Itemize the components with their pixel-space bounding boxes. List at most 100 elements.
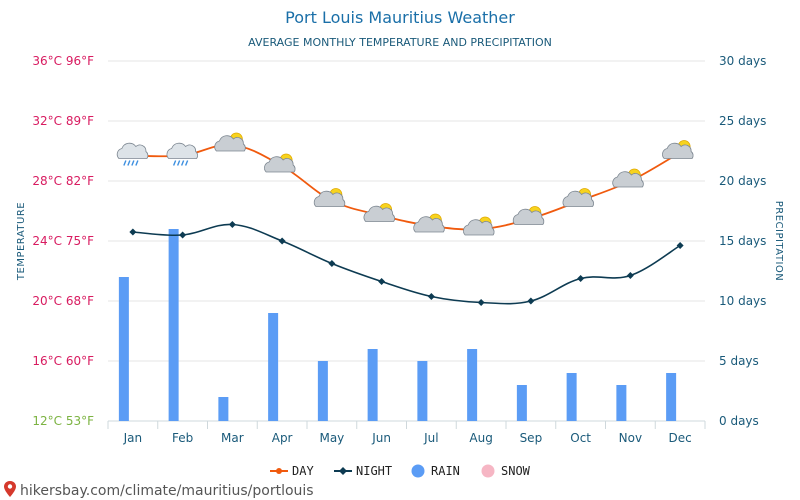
cloud-shape xyxy=(512,208,545,225)
legend-item-night[interactable]: NIGHT xyxy=(334,464,392,478)
rain-cloud-icon xyxy=(116,142,149,166)
right-tick-label: 30 days xyxy=(719,54,766,68)
sun-cloud-icon xyxy=(512,206,545,225)
rain-bar xyxy=(666,373,677,421)
right-tick-label: 25 days xyxy=(719,114,766,128)
night-point xyxy=(676,242,684,249)
footer-url[interactable]: hikersbay.com/climate/mauritius/portloui… xyxy=(20,483,314,499)
grid-lines xyxy=(108,60,705,422)
right-tick-label: 0 days xyxy=(719,414,759,428)
rain-bar xyxy=(417,361,428,421)
left-tick-label: 16°C 60°F xyxy=(32,354,94,368)
weather-icons xyxy=(116,132,694,236)
day-line xyxy=(132,143,681,231)
night-point xyxy=(278,237,286,245)
rain-cloud-icon xyxy=(166,142,199,166)
x-tick-label: Oct xyxy=(570,431,591,445)
legend-label: NIGHT xyxy=(356,464,392,478)
sun-cloud-icon xyxy=(363,203,396,222)
night-point xyxy=(477,299,485,306)
sun-cloud-icon xyxy=(214,132,246,152)
sun-cloud-icon xyxy=(562,188,595,207)
left-tick-label: 12°C 53°F xyxy=(32,414,94,428)
night-point xyxy=(228,221,236,228)
legend-label: DAY xyxy=(292,464,314,478)
night-point xyxy=(378,278,386,285)
left-tick-label: 32°C 89°F xyxy=(32,114,94,128)
rain-bar xyxy=(168,229,179,421)
rain-drop xyxy=(172,160,177,166)
x-tick-label: Mar xyxy=(221,431,244,445)
temperature-lines xyxy=(129,142,684,306)
left-tick-label: 20°C 68°F xyxy=(32,294,94,308)
x-tick-label: Apr xyxy=(272,431,293,445)
sun-cloud-icon xyxy=(463,216,495,236)
rain-bar xyxy=(118,277,129,421)
footer: hikersbay.com/climate/mauritius/portloui… xyxy=(4,481,314,499)
rain-drop xyxy=(127,160,131,166)
x-tick-label: Dec xyxy=(669,431,692,445)
legend-item-snow[interactable]: SNOW xyxy=(481,464,531,478)
rain-bar xyxy=(616,385,627,421)
night-point xyxy=(577,275,585,282)
legend: DAY NIGHT RAIN SNOW xyxy=(270,464,531,478)
right-axis-title: PRECIPITATION xyxy=(773,201,784,282)
cloud-shape xyxy=(313,190,346,207)
night-point xyxy=(328,260,336,267)
right-tick-label: 15 days xyxy=(719,234,766,248)
pin-icon xyxy=(4,481,16,497)
cloud-shape xyxy=(612,171,644,188)
x-tick-label: May xyxy=(319,431,344,445)
night-point xyxy=(427,293,435,300)
cloud-shape xyxy=(562,190,595,207)
rain-drop xyxy=(123,160,127,166)
legend-swatch-dot xyxy=(481,464,495,478)
rain-drop xyxy=(176,160,181,166)
rain-bar xyxy=(566,373,577,421)
sun-cloud-icon xyxy=(413,213,445,233)
legend-item-day[interactable]: DAY xyxy=(270,464,314,478)
chart-title: Port Louis Mauritius Weather xyxy=(285,8,515,27)
right-tick-label: 10 days xyxy=(719,294,766,308)
legend-label: RAIN xyxy=(431,464,460,478)
x-axis-ticks: Jan Feb Mar Apr May Jun Jul Aug Sep Oct Nov Dec xyxy=(107,421,706,445)
sun-cloud-icon xyxy=(612,168,644,188)
rain-bar xyxy=(367,349,378,421)
rain-drop xyxy=(184,160,189,166)
right-tick-label: 20 days xyxy=(719,174,766,188)
cloud-shape xyxy=(166,142,199,159)
cloud-shape xyxy=(413,216,445,233)
legend-item-rain[interactable]: RAIN xyxy=(411,464,460,478)
cloud-shape xyxy=(463,219,495,236)
sun-cloud-icon xyxy=(264,153,296,173)
night-line xyxy=(132,223,681,305)
cloud-shape xyxy=(116,142,149,159)
x-tick-label: Nov xyxy=(619,431,642,445)
rain-bars xyxy=(118,229,677,421)
night-point xyxy=(626,272,634,279)
left-axis-ticks: 12°C 53°F 16°C 60°F 20°C 68°F 24°C 75°F 28°C… xyxy=(32,54,94,428)
rain-bar xyxy=(317,361,328,421)
right-tick-label: 5 days xyxy=(719,354,759,368)
rain-bar xyxy=(268,313,279,421)
right-axis-ticks: 0 days 5 days 10 days 15 days 20 days 25 days… xyxy=(719,54,766,428)
x-tick-label: Jul xyxy=(423,431,438,445)
rain-bar xyxy=(467,349,478,421)
cloud-shape xyxy=(214,135,246,152)
rain-bar xyxy=(516,385,527,421)
cloud-shape xyxy=(264,156,296,173)
sun-cloud-icon xyxy=(313,188,346,207)
left-tick-label: 28°C 82°F xyxy=(32,174,94,188)
legend-swatch-marker xyxy=(339,467,347,475)
sun-cloud-icon xyxy=(662,140,694,159)
x-tick-label: Jun xyxy=(371,431,391,445)
legend-swatch-marker xyxy=(276,468,282,474)
night-point xyxy=(129,228,137,236)
left-axis-title: TEMPERATURE xyxy=(16,202,27,281)
x-tick-label: Aug xyxy=(469,431,492,445)
rain-drop xyxy=(180,160,185,166)
rain-bar xyxy=(218,397,229,421)
chart-subtitle: AVERAGE MONTHLY TEMPERATURE AND PRECIPIT… xyxy=(248,36,552,49)
x-tick-label: Jan xyxy=(123,431,143,445)
